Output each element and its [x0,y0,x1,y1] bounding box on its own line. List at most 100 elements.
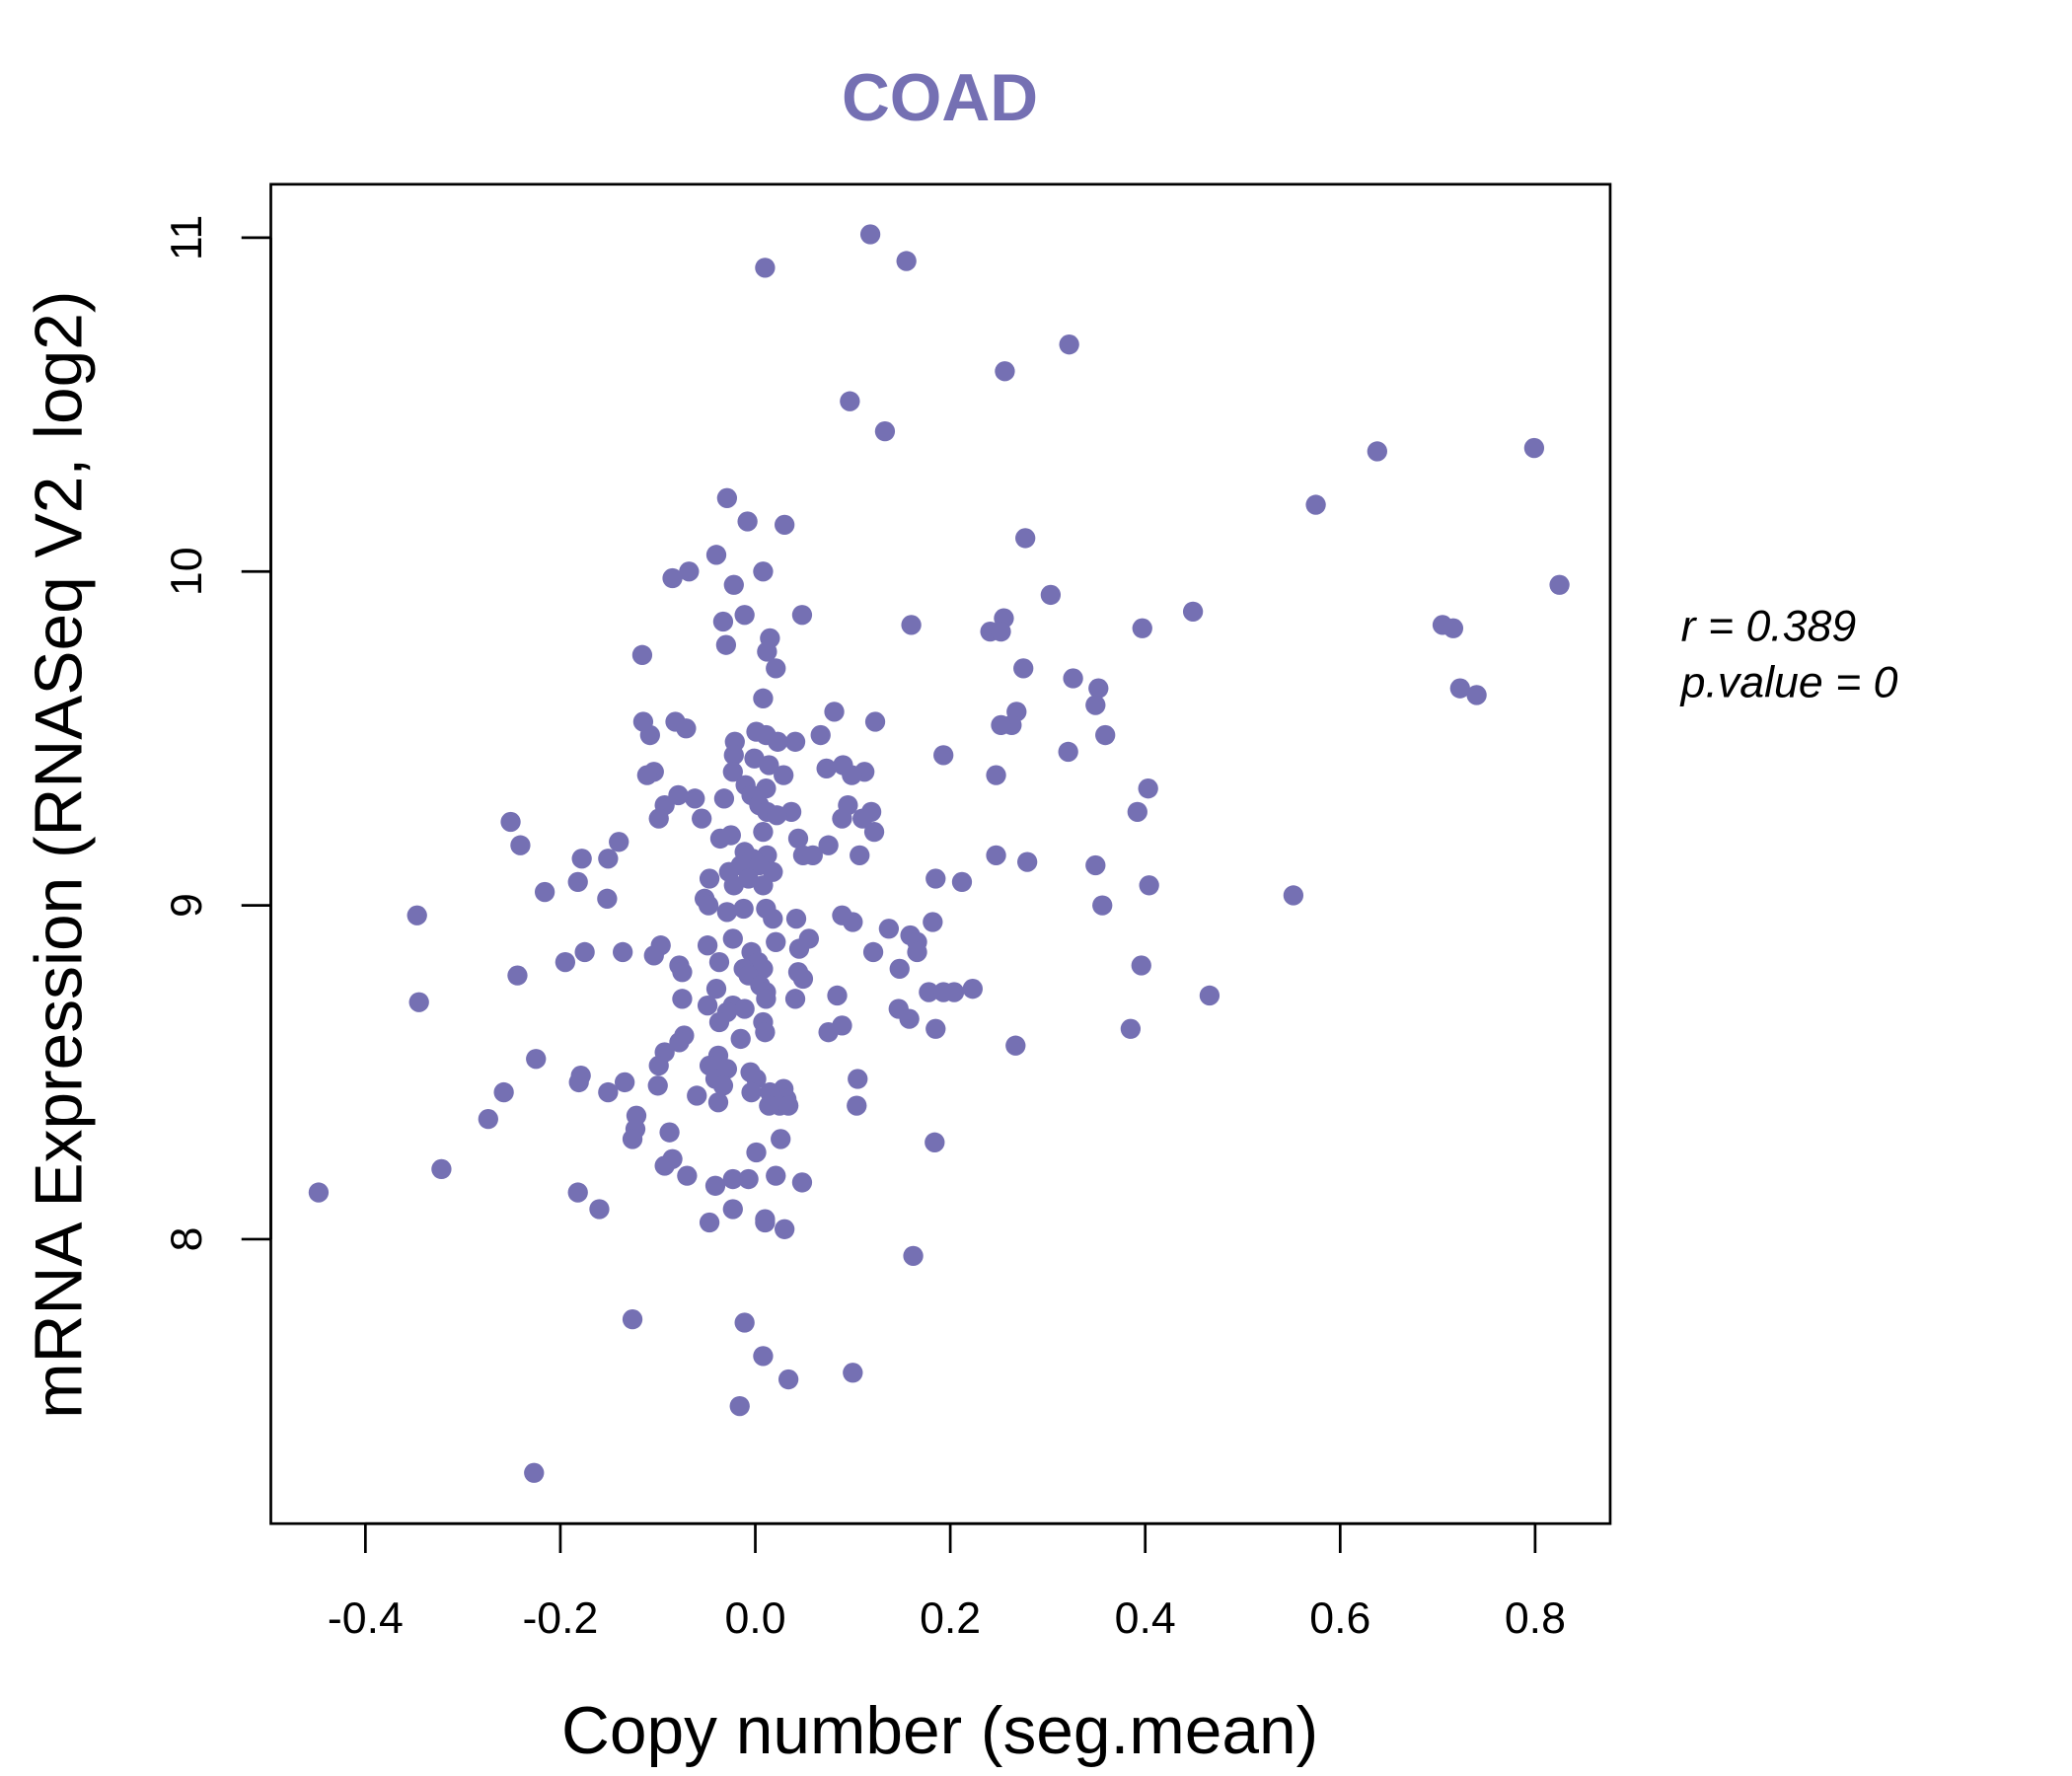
data-point [1017,851,1038,872]
data-point [597,888,618,909]
data-point [1466,685,1487,705]
data-point [986,765,1006,785]
data-point [699,868,720,889]
data-point [763,908,783,929]
data-point [848,1069,868,1089]
correlation-r: r = 0.389 [1681,603,1857,651]
data-point [802,845,823,865]
data-point [1063,668,1083,689]
data-point [707,1092,729,1113]
data-point [648,1055,669,1076]
data-point [734,605,755,626]
y-tick-label: 9 [163,893,211,918]
data-point [753,875,774,896]
data-point [757,641,777,662]
x-tick-label: -0.4 [328,1594,404,1643]
data-point [598,1081,619,1103]
data-point [832,808,852,829]
data-point [662,567,683,589]
data-point [407,905,427,925]
data-point [734,999,755,1019]
data-point [925,1018,946,1039]
data-point [1283,885,1304,906]
data-point [766,931,786,952]
data-point [766,1165,786,1186]
x-tick-label: 0.0 [724,1594,785,1643]
data-point [901,615,922,635]
data-point [777,1369,799,1390]
data-point [951,871,973,893]
data-point [843,912,863,932]
data-point [643,945,664,966]
data-point [986,845,1006,865]
data-point [478,1108,498,1130]
data-point [840,391,860,411]
data-point [843,1363,863,1383]
data-point [925,868,946,889]
data-point [722,1199,743,1220]
data-point [852,808,873,829]
data-point [775,1219,795,1239]
data-point [753,561,774,582]
data-point [859,224,881,245]
data-point [709,828,731,850]
data-point [692,808,712,829]
data-point [753,822,774,843]
data-point [609,832,629,852]
data-point [759,755,779,776]
data-point [777,1095,799,1116]
data-point [716,902,738,923]
data-point [991,622,1011,642]
data-point [636,765,658,785]
data-point [713,788,735,809]
data-point [729,1395,750,1417]
x-tick-label: 0.6 [1309,1594,1370,1643]
data-point [647,1075,668,1096]
data-point [1040,584,1062,606]
data-point [1092,895,1113,916]
data-point [648,808,669,829]
plot-frame [269,183,1612,1525]
data-point [712,611,734,632]
data-point [755,258,776,278]
data-point [698,895,719,916]
data-point [775,514,795,536]
data-point [756,989,777,1009]
data-point [862,941,884,963]
data-point [708,951,730,973]
data-point [923,912,943,932]
data-point [766,658,786,679]
data-point [925,1132,945,1152]
y-axis-label: mRNA Expression (RNASeq V2, log2) [22,291,96,1419]
data-point [991,714,1011,736]
data-point [755,1022,776,1043]
data-point [792,968,814,990]
x-tick-label: 0.4 [1115,1594,1176,1643]
data-point [943,982,965,1002]
data-point [1058,741,1078,763]
data-point [1549,574,1570,595]
data-point [842,765,862,785]
data-point [723,574,744,595]
data-point [768,731,788,752]
data-point [676,718,697,739]
data-point [534,881,555,903]
data-point [631,644,653,665]
data-point [705,979,727,999]
x-tick-label: 0.2 [920,1594,981,1643]
y-tick-label: 8 [163,1227,211,1252]
data-point [1005,1035,1026,1056]
data-point [526,1049,547,1070]
data-point [571,849,592,869]
y-tick-label: 11 [163,215,211,260]
data-point [746,1142,767,1163]
data-point [639,724,660,746]
data-point [722,762,743,782]
data-point [622,1129,643,1149]
data-point [734,1312,755,1333]
data-point [1449,678,1470,699]
data-point [827,985,848,1006]
data-point [1059,334,1079,355]
x-axis: -0.4 -0.2 0.0 0.2 0.4 0.6 0.8 [328,1521,1566,1643]
data-points [308,224,1570,1483]
